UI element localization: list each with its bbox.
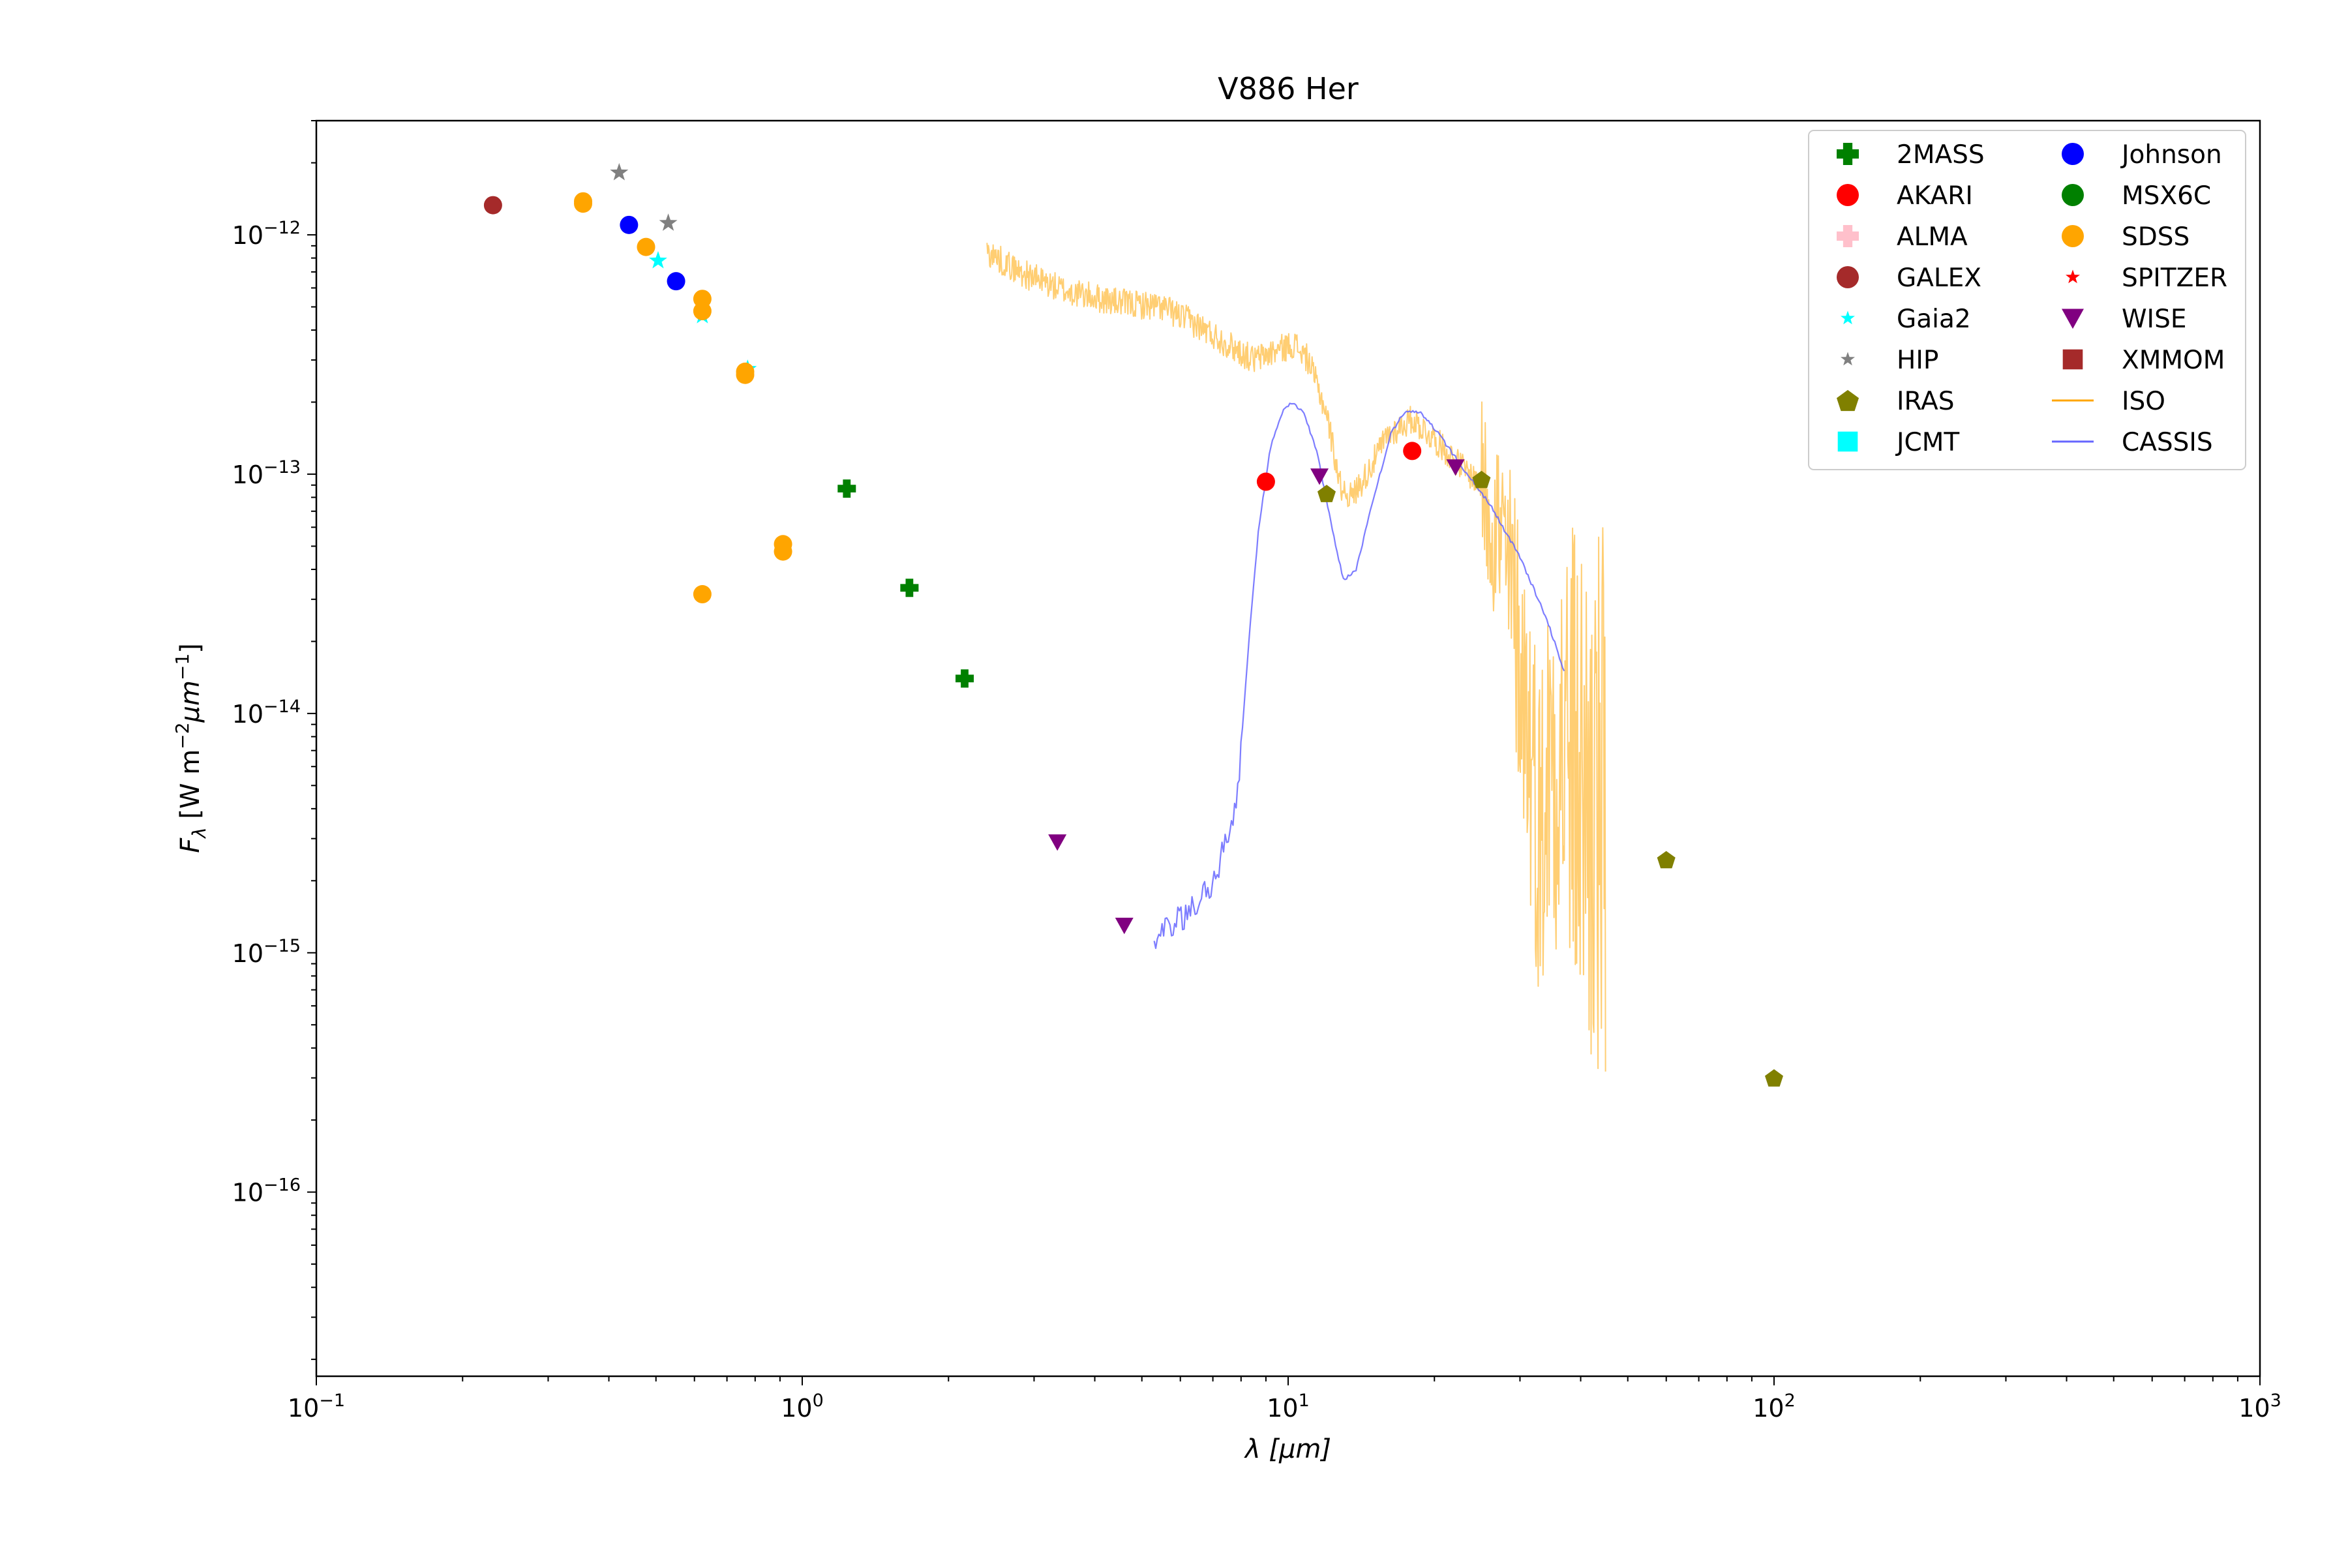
legend-label: SDSS — [2122, 222, 2190, 252]
data-point-iras — [1472, 470, 1491, 489]
legend-swatch — [2062, 143, 2084, 165]
data-point-hip — [610, 162, 629, 181]
legend-label: GALEX — [1897, 264, 1981, 293]
legend-label: MSX6C — [2122, 181, 2211, 211]
data-point-sdss — [774, 542, 792, 561]
data-point-johnson — [620, 215, 639, 234]
axes-ticks: 10−1 100 101 102 103 10−16 10−15 10−14 10−13 10−1… — [232, 120, 2281, 1423]
legend-label: AKARI — [1897, 181, 1973, 211]
legend-item-2mass: 2MASS — [1837, 140, 1985, 170]
x-tick-label: 100 — [781, 1391, 824, 1423]
data-point-2mass — [837, 479, 856, 498]
legend-label: ALMA — [1897, 222, 1968, 252]
data-point-galex — [483, 196, 502, 215]
legend-item-akari: AKARI — [1837, 181, 1973, 211]
legend-item-iso: ISO — [2052, 387, 2165, 416]
legend-label: SPITZER — [2122, 264, 2227, 293]
data-point-iras — [1657, 851, 1676, 869]
y-tick-label: 10−13 — [232, 457, 301, 489]
legend-item-spitzer: SPITZER — [2066, 264, 2227, 293]
legend-label: Johnson — [2120, 140, 2222, 170]
legend-item-jcmt: JCMT — [1837, 428, 1959, 457]
legend-swatch — [2062, 184, 2084, 206]
legend-label: CASSIS — [2122, 428, 2213, 457]
spectrum-iso — [986, 243, 1606, 1072]
legend-label: JCMT — [1895, 428, 1959, 457]
data-point-iras — [1317, 485, 1336, 502]
legend-label: WISE — [2122, 305, 2186, 334]
legend-swatch — [2062, 309, 2084, 329]
legend-swatch — [1837, 266, 1859, 288]
x-tick-label: 102 — [1753, 1391, 1796, 1423]
y-axis-label: Fλ [W m−2μm−1] — [172, 643, 210, 853]
legend-swatch — [1841, 352, 1855, 366]
legend-item-johnson: Johnson — [2062, 140, 2222, 170]
legend-item-wise: WISE — [2062, 305, 2186, 334]
data-point-sdss — [693, 302, 712, 321]
chart-title: V886 Her — [1218, 71, 1359, 106]
data-point-sdss — [574, 194, 593, 213]
spectrum-cassis — [1153, 402, 1565, 950]
x-axis-label: λ [μm] — [1244, 1434, 1331, 1464]
legend-swatch — [1837, 225, 1859, 247]
photometry-layer — [483, 162, 1783, 1087]
y-tick-label: 10−16 — [232, 1175, 301, 1207]
data-point-sdss — [693, 585, 712, 604]
y-tick-label: 10−12 — [232, 218, 301, 250]
legend-swatch — [1841, 310, 1855, 325]
data-point-sdss — [637, 237, 655, 256]
legend-swatch — [2066, 269, 2080, 284]
data-point-gaia2 — [649, 250, 667, 269]
legend-item-msx6c: MSX6C — [2062, 181, 2211, 211]
data-point-2mass — [956, 669, 974, 688]
legend-item-iras: IRAS — [1837, 387, 1954, 416]
legend: 2MASS AKARI ALMA GALEX Gaia2 HIP IRAS JCMT Johns… — [1808, 130, 2246, 470]
legend-item-hip: HIP — [1841, 346, 1938, 375]
legend-item-sdss: SDSS — [2062, 222, 2190, 252]
data-point-akari — [1256, 472, 1275, 491]
legend-item-cassis: CASSIS — [2052, 428, 2213, 457]
data-point-wise — [1310, 468, 1329, 485]
legend-swatch — [2062, 349, 2083, 370]
legend-item-galex: GALEX — [1837, 264, 1981, 293]
legend-item-gaia2: Gaia2 — [1841, 305, 1971, 334]
spectra-layer — [986, 243, 1606, 1072]
data-point-wise — [1446, 459, 1465, 476]
data-point-sdss — [736, 362, 755, 381]
y-tick-label: 10−15 — [232, 936, 301, 968]
legend-label: 2MASS — [1897, 140, 1985, 170]
x-tick-label: 103 — [2238, 1391, 2281, 1423]
data-point-iras — [1765, 1069, 1783, 1087]
x-tick-label: 10−1 — [288, 1391, 345, 1423]
legend-label: ISO — [2122, 387, 2165, 416]
legend-item-xmmom: XMMOM — [2062, 346, 2225, 375]
data-point-2mass — [900, 579, 919, 597]
legend-frame — [1808, 130, 2246, 470]
y-tick-label: 10−14 — [232, 697, 301, 729]
legend-swatch — [1837, 184, 1859, 206]
legend-swatch — [1837, 389, 1859, 412]
legend-label: HIP — [1897, 346, 1938, 375]
legend-item-alma: ALMA — [1837, 222, 1968, 252]
x-tick-label: 101 — [1267, 1391, 1310, 1423]
legend-label: XMMOM — [2122, 346, 2225, 375]
data-point-akari — [1403, 442, 1422, 460]
legend-swatch — [1837, 431, 1858, 452]
legend-label: Gaia2 — [1897, 305, 1971, 334]
legend-swatch — [1837, 143, 1859, 165]
legend-label: IRAS — [1897, 387, 1954, 416]
legend-swatch — [2062, 225, 2084, 247]
data-point-wise — [1048, 834, 1067, 851]
data-point-hip — [659, 213, 678, 231]
data-point-johnson — [667, 272, 685, 291]
data-point-wise — [1115, 918, 1134, 935]
